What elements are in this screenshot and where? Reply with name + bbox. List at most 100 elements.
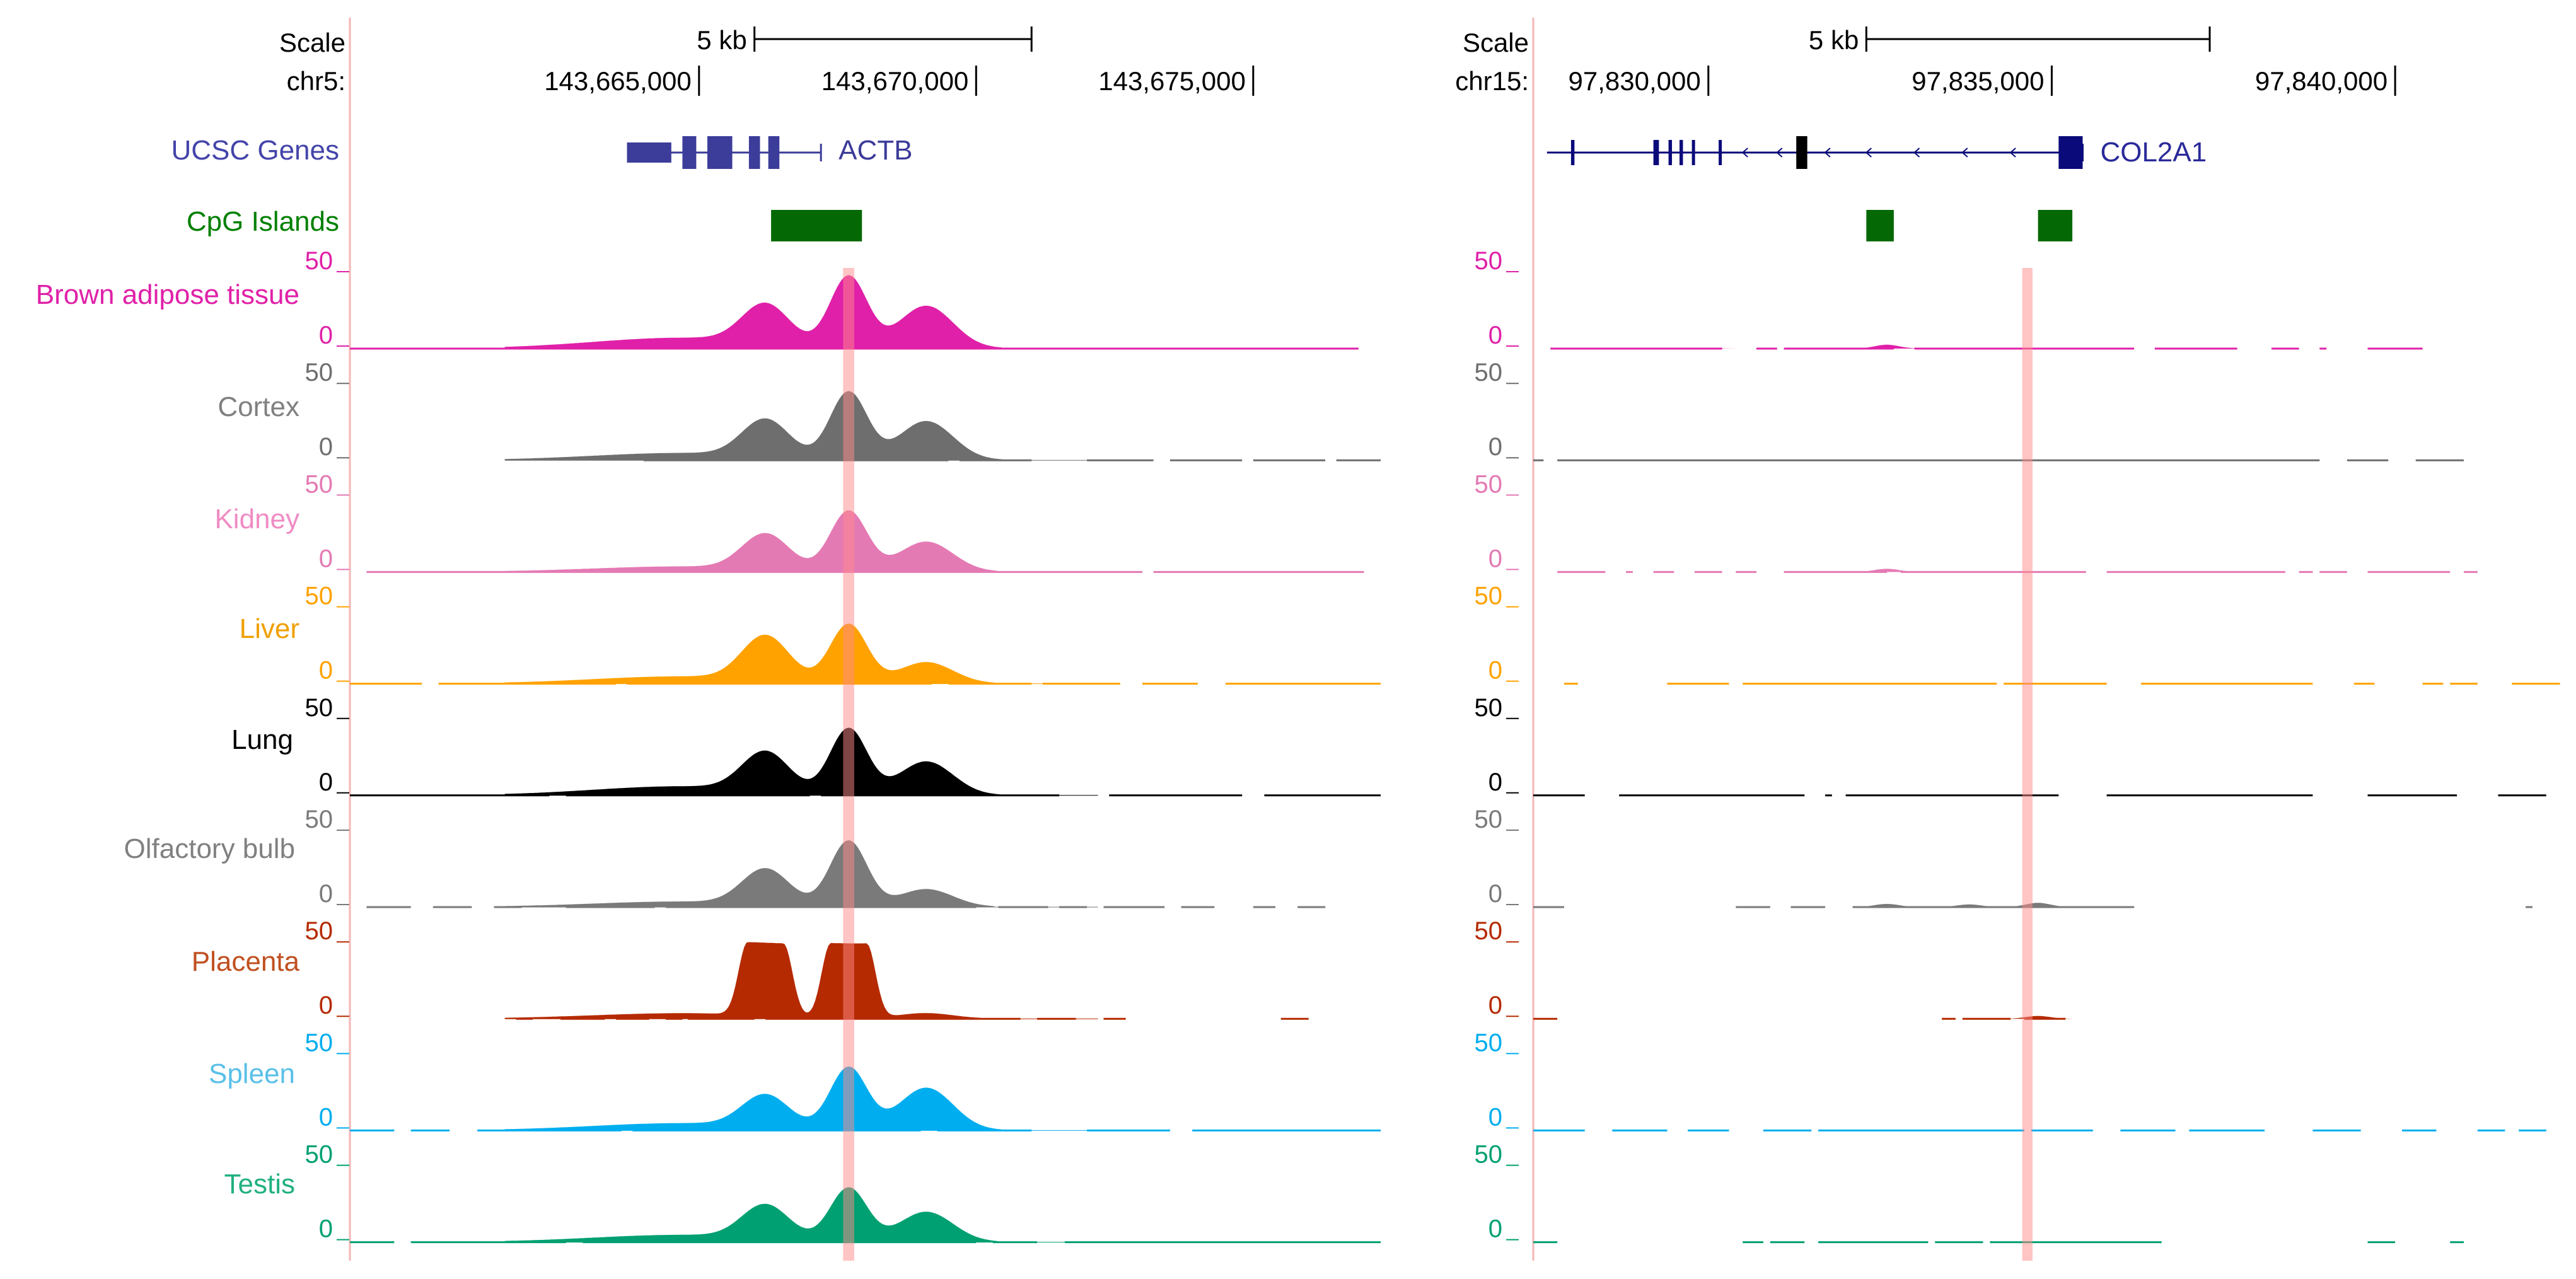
gene-exon <box>2058 136 2083 169</box>
highlight-band <box>2022 268 2033 1261</box>
y-tick-label: 50 <box>305 359 334 386</box>
y-tick-label: 0 <box>1488 321 1502 349</box>
gene-exon <box>768 136 780 169</box>
track-label-cortex: Cortex <box>218 391 299 422</box>
panel-1-header: Scale chr5: 5 kb 143,665,000 143,670,000… <box>171 25 1245 237</box>
y-tick-label: 0 <box>319 768 333 796</box>
y-tick-label: 50 <box>1475 1029 1503 1056</box>
y-tick-label: 0 <box>1488 768 1502 796</box>
coord-label: 97,840,000 <box>2255 66 2387 96</box>
y-tick-label: 50 <box>1475 470 1503 498</box>
y-tick-label: 0 <box>319 1103 333 1131</box>
gene-name-label: COL2A1 <box>2100 137 2207 168</box>
gene-exon <box>748 136 760 169</box>
signal-area <box>2004 903 2073 907</box>
y-tick-label: 0 <box>319 545 333 572</box>
y-tick-label: 0 <box>319 657 333 685</box>
y-tick-label: 50 <box>305 470 334 498</box>
signal-area <box>1852 344 1922 349</box>
intron-arrow <box>1741 148 1748 158</box>
y-tick-label: 50 <box>1475 247 1503 275</box>
coord-label: 143,665,000 <box>544 66 692 96</box>
scale-bar-label: 5 kb <box>1809 25 1859 55</box>
y-tick-label: 0 <box>1488 433 1502 461</box>
y-tick-label: 0 <box>1488 880 1502 908</box>
intron-arrow <box>1776 148 1783 158</box>
gene-exon <box>1691 140 1695 165</box>
cpg-island <box>1866 210 1894 241</box>
gene-name-label: ACTB <box>838 135 912 166</box>
intron-arrow <box>2009 148 2016 158</box>
y-tick-label: 50 <box>1475 917 1503 945</box>
y-tick-label: 50 <box>1475 1141 1503 1169</box>
signal-track-testis: 50 0 <box>305 1141 1381 1244</box>
track-label-olfactory-bulb: Olfactory bulb <box>124 833 295 864</box>
y-tick-label: 50 <box>305 247 334 275</box>
y-tick-label: 0 <box>319 880 333 908</box>
coord-label: 143,670,000 <box>821 66 969 96</box>
signal-track-cortex: 50 0 <box>1475 359 2464 461</box>
coord-label: 97,830,000 <box>1569 66 1701 96</box>
track-label-lung: Lung <box>231 724 293 755</box>
signal-track-spleen: 50 0 <box>305 1029 1381 1131</box>
signal-track-brown-adipose-tissue: 50 0 <box>1475 247 2423 350</box>
track-label-testis: Testis <box>224 1169 295 1200</box>
track-label-kidney: Kidney <box>214 504 299 535</box>
signal-area <box>504 840 1098 908</box>
signal-area <box>504 623 1098 685</box>
y-tick-label: 0 <box>1488 992 1502 1019</box>
signal-track-lung: 50 0 <box>1475 694 2546 797</box>
panel-2-header: Scale chr15: 5 kb 97,830,000 97,835,000 … <box>1455 25 2387 168</box>
gene-exon <box>707 136 733 169</box>
y-tick-label: 0 <box>1488 545 1502 572</box>
highlight-band <box>843 268 854 1261</box>
signal-track-olfactory-bulb: 50 0 <box>305 806 1326 908</box>
gene-exon <box>682 136 697 169</box>
signal-track-kidney: 50 0 <box>1475 470 2478 573</box>
signal-track-lung: 50 0 <box>305 694 1381 797</box>
y-tick-label: 0 <box>1488 1103 1502 1131</box>
signal-area <box>504 1066 1098 1131</box>
y-tick-label: 0 <box>1488 1215 1502 1243</box>
scale-label: Scale <box>279 28 345 57</box>
signal-area <box>2004 1016 2073 1019</box>
signal-track-placenta: 50 0 <box>305 917 1309 1020</box>
intron-arrow <box>1865 148 1872 158</box>
track-label-spleen: Spleen <box>209 1058 295 1089</box>
y-tick-label: 50 <box>305 1029 334 1056</box>
track-label-brown-adipose: Brown adipose tissue <box>36 279 299 310</box>
y-tick-label: 50 <box>1475 694 1503 722</box>
y-tick-label: 50 <box>305 582 334 610</box>
genes-track-label: UCSC Genes <box>171 135 339 166</box>
signal-track-cortex: 50 0 <box>305 359 1381 461</box>
intron-arrow <box>1961 148 1968 158</box>
cpg-island <box>2038 210 2073 241</box>
signal-track-olfactory-bulb: 50 0 <box>1475 806 2532 908</box>
cpg-island <box>771 210 862 241</box>
coord-label: 97,835,000 <box>1912 66 2044 96</box>
y-tick-label: 0 <box>319 1215 333 1243</box>
y-tick-label: 0 <box>319 321 333 349</box>
gene-exon <box>1653 140 1659 165</box>
signal-area <box>504 942 1098 1019</box>
panel-1: 50 0 50 0 50 0 50 0 50 0 50 0 50 0 50 0 50 0 <box>305 18 1381 1261</box>
signal-area <box>504 727 1098 796</box>
y-tick-label: 50 <box>1475 582 1503 610</box>
signal-track-spleen: 50 0 <box>1475 1029 2546 1131</box>
y-tick-label: 50 <box>305 1141 334 1169</box>
signal-track-testis: 50 0 <box>1475 1141 2464 1244</box>
signal-area <box>504 275 1098 349</box>
y-tick-label: 50 <box>305 694 334 722</box>
y-tick-label: 50 <box>305 917 334 945</box>
signal-track-liver: 50 0 <box>305 582 1381 685</box>
y-tick-label: 50 <box>1475 359 1503 386</box>
y-tick-label: 50 <box>1475 806 1503 833</box>
y-tick-label: 50 <box>305 806 334 833</box>
signal-track-kidney: 50 0 <box>305 470 1364 573</box>
scale-bar-label: 5 kb <box>697 25 746 55</box>
signal-track-liver: 50 0 <box>1475 582 2560 685</box>
cpg-track-label: CpG Islands <box>187 206 339 237</box>
signal-area <box>1852 569 1922 572</box>
